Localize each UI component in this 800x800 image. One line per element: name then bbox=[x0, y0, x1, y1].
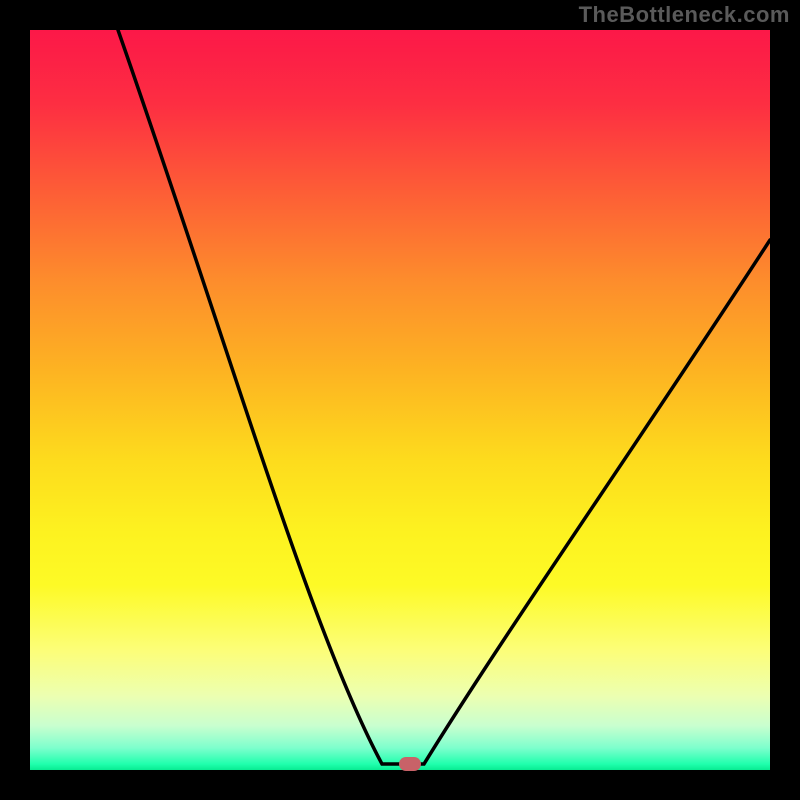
optimal-point-marker bbox=[399, 757, 421, 771]
watermark-text: TheBottleneck.com bbox=[579, 2, 790, 28]
chart-frame: TheBottleneck.com bbox=[0, 0, 800, 800]
curve-line bbox=[118, 30, 770, 764]
bottleneck-curve bbox=[30, 30, 770, 770]
plot-area bbox=[30, 30, 770, 770]
